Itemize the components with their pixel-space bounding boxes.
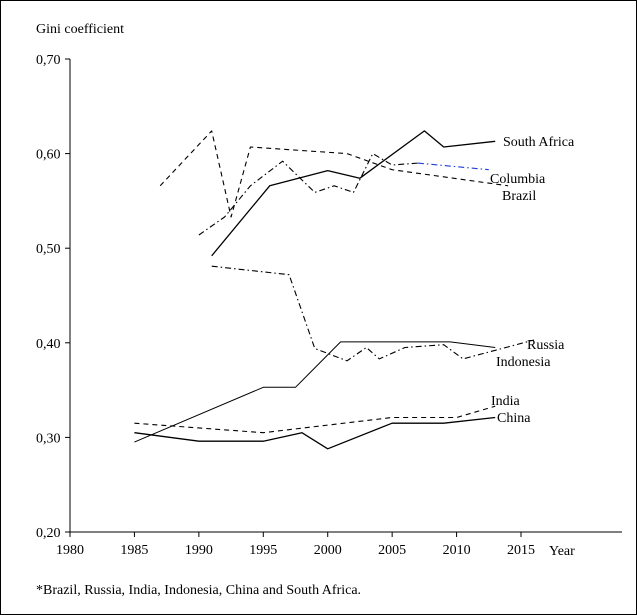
series-label-south-africa: South Africa [503,135,575,150]
series-label-brazil: Brazil [502,189,536,204]
y-tick-label: 0,60 [36,148,61,163]
x-tick-label: 2000 [314,543,342,558]
x-tick-label: 1990 [185,543,213,558]
y-tick-label: 0,40 [36,337,61,352]
x-tick-label: 2005 [378,543,406,558]
axes [69,59,622,533]
series-line-columbia-tail [417,162,489,171]
series-label-indonesia: Indonesia [496,355,551,370]
x-axis-label: Year [549,544,575,559]
y-tick-label: 0,50 [36,242,61,257]
x-tick-label: 1985 [120,543,148,558]
series-lines [134,130,535,450]
series-line-columbia [198,153,418,236]
series-line-brazil [159,130,509,218]
y-tick-label: 0,30 [36,431,61,446]
x-tick-label: 1995 [249,543,277,558]
y-tick-label: 0,70 [36,53,61,68]
series-label-russia: Russia [527,338,565,353]
x-tick-label: 2010 [443,543,471,558]
x-tick-label: 2015 [507,543,535,558]
series-label-india: India [491,394,521,409]
series-line-south-africa [211,130,496,257]
series-label-china: China [497,411,531,426]
y-ticks: 0,20 0,30 0,40 0,50 0,60 0,70 [36,53,70,541]
series-line-indonesia [134,341,496,443]
series-line-china [134,416,496,450]
series-labels: South Africa Columbia Brazil Russia Indonesi… [490,135,575,426]
y-axis-label: Gini coefficient [36,22,124,37]
footnote: *Brazil, Russia, India, Indonesia, China… [36,583,362,598]
x-tick-label: 1980 [56,543,84,558]
series-line-india [134,405,496,434]
x-ticks: 1980 1985 1990 1995 2000 2005 2010 2015 [56,532,535,558]
series-label-columbia: Columbia [490,172,546,187]
y-tick-label: 0,20 [36,526,61,541]
